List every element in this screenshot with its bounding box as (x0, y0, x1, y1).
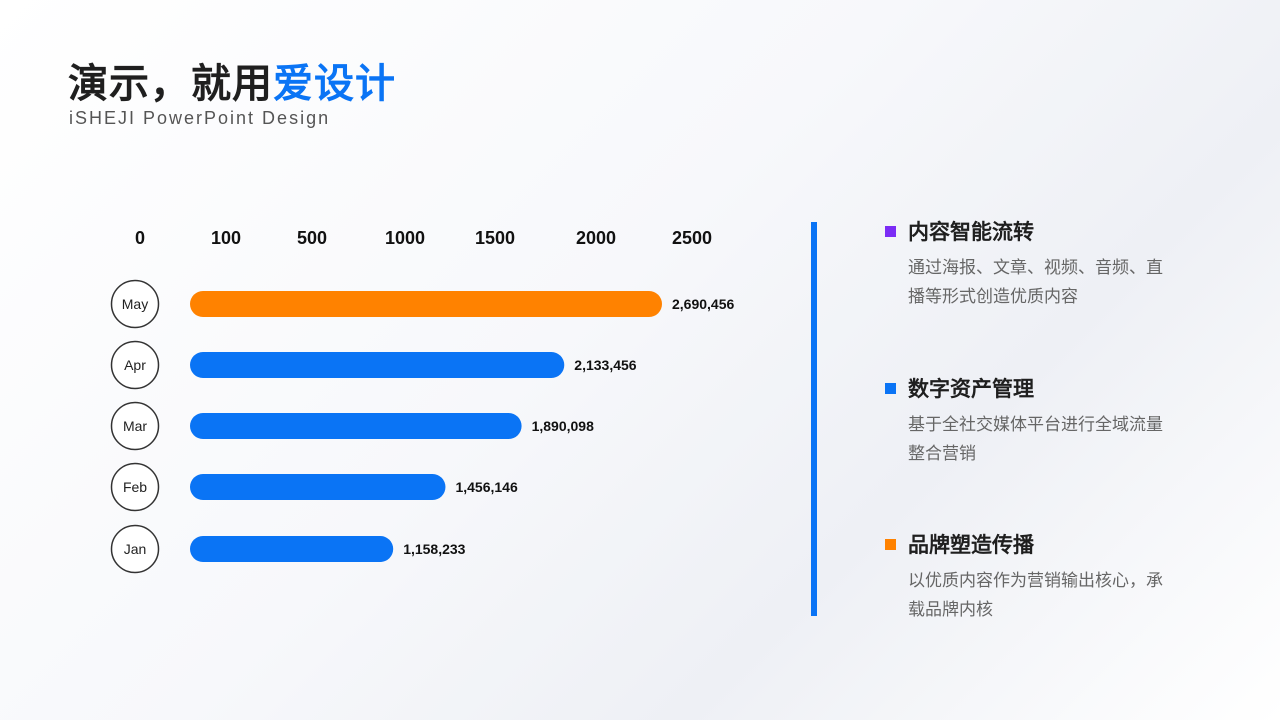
x-tick-label: 1500 (475, 228, 515, 248)
square-bullet-icon (885, 225, 896, 237)
title-main: 演示，就用 (68, 61, 273, 107)
category-label: Jan (124, 541, 147, 557)
title-brand: 爱设计 (273, 61, 396, 107)
feature-brand-building: 品牌塑造传播 以优质内容作为营销输出核心，承载品牌内核 (885, 529, 1265, 625)
x-tick-label: 0 (135, 228, 145, 248)
feature-title: 数字资产管理 (908, 377, 1034, 401)
category-circle (110, 401, 160, 451)
x-tick-label: 2000 (576, 228, 616, 248)
x-tick-label: 500 (297, 228, 327, 248)
category-label: May (122, 296, 148, 312)
vertical-divider (811, 222, 817, 616)
data-label: 2,690,456 (672, 296, 734, 312)
x-tick-label: 1000 (385, 228, 425, 248)
bar (190, 474, 446, 500)
feature-header: 品牌塑造传播 (885, 529, 1265, 559)
bar (190, 413, 522, 439)
page-title: 演示，就用爱设计 (68, 56, 396, 112)
category-label: Mar (123, 418, 147, 434)
chart-rows: May 2,690,456 Apr 2,133,456 Mar 1,890,098 Feb 1… (110, 279, 734, 574)
feature-digital-assets: 数字资产管理 基于全社交媒体平台进行全域流量整合营销 (885, 373, 1265, 469)
category-circle (110, 340, 160, 390)
category-label: Apr (124, 357, 146, 373)
data-label: 1,158,233 (403, 541, 465, 557)
page-subtitle: iSHEJI PowerPoint Design (69, 108, 331, 128)
bar-chart: 0 100 500 1000 1500 2000 2500 May 2,690,456 Apr 2… (110, 228, 734, 574)
bar (190, 352, 565, 378)
category-circle (110, 524, 160, 574)
feature-header: 内容智能流转 (885, 216, 1265, 246)
x-tick-label: 100 (211, 228, 241, 248)
x-axis-ticks: 0 100 500 1000 1500 2000 2500 (135, 228, 712, 248)
category-circle (110, 462, 160, 512)
square-bullet-icon (885, 538, 896, 550)
feature-header: 数字资产管理 (885, 373, 1265, 403)
data-label: 2,133,456 (574, 357, 636, 373)
feature-content-flow: 内容智能流转 通过海报、文章、视频、音频、直播等形式创造优质内容 (885, 216, 1265, 312)
feature-title: 品牌塑造传播 (908, 533, 1034, 557)
category-circle (110, 279, 160, 329)
feature-title: 内容智能流转 (908, 220, 1034, 244)
bar (190, 291, 662, 317)
feature-description: 通过海报、文章、视频、音频、直播等形式创造优质内容 (908, 258, 1163, 307)
data-label: 1,456,146 (455, 479, 517, 495)
square-bullet-icon (885, 382, 896, 394)
x-tick-label: 2500 (672, 228, 712, 248)
category-label: Feb (123, 479, 147, 495)
feature-description: 以优质内容作为营销输出核心，承载品牌内核 (908, 571, 1163, 620)
data-label: 1,890,098 (532, 418, 594, 434)
feature-description: 基于全社交媒体平台进行全域流量整合营销 (908, 415, 1163, 464)
bar (190, 536, 394, 562)
